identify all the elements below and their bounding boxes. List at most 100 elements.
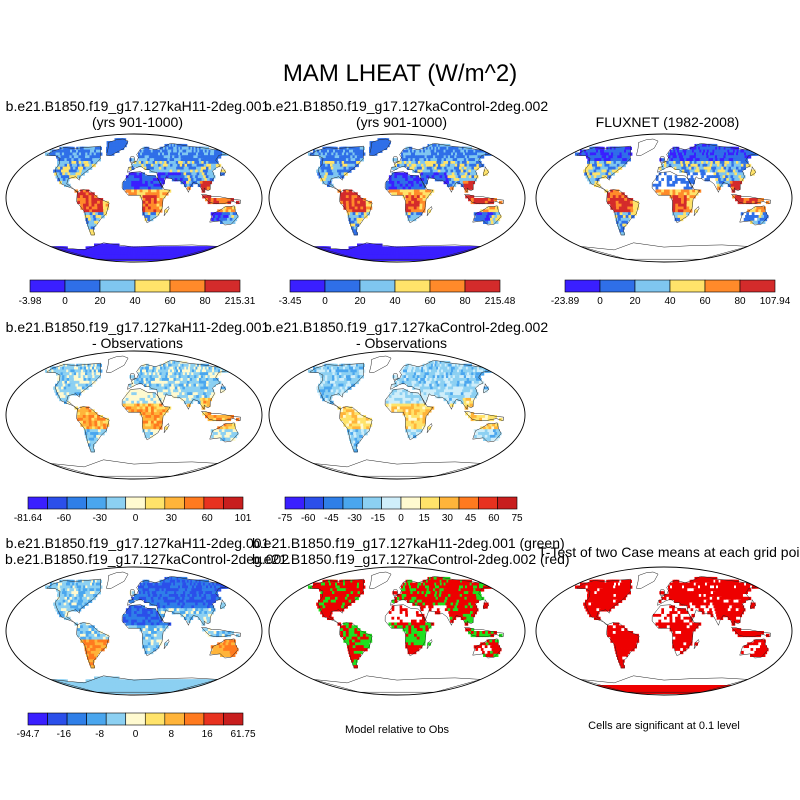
map-cell xyxy=(177,395,181,399)
map-cell xyxy=(145,161,149,165)
map-cell xyxy=(427,161,432,165)
map-cell xyxy=(626,158,631,162)
map-cell xyxy=(139,389,143,393)
map-cell xyxy=(136,380,140,385)
map-cell xyxy=(162,389,167,393)
map-cell xyxy=(680,178,684,182)
map-cell xyxy=(211,158,218,162)
map-cell xyxy=(624,209,629,213)
map-cell xyxy=(329,363,338,368)
map-cell xyxy=(110,243,114,247)
map-cell xyxy=(706,166,711,170)
map-cell xyxy=(149,175,154,179)
map-cell xyxy=(86,429,91,433)
map-cell xyxy=(677,212,682,216)
map-cell xyxy=(156,189,160,193)
map-cell xyxy=(345,192,350,196)
map-cell xyxy=(488,215,494,219)
map-cell xyxy=(713,180,718,185)
map-cell xyxy=(680,161,684,165)
map-cell xyxy=(407,217,411,222)
map-cell xyxy=(80,409,84,413)
map-cell xyxy=(388,183,392,188)
map-cell xyxy=(443,172,448,176)
map-cell xyxy=(172,163,177,168)
map-cell xyxy=(484,212,489,216)
map-cell xyxy=(609,195,614,199)
map-cell xyxy=(391,186,395,190)
map-cell xyxy=(672,209,676,213)
map-cell xyxy=(85,415,89,419)
map-cell xyxy=(134,406,138,410)
map-cell xyxy=(624,200,628,205)
map-cell xyxy=(672,158,677,162)
map-cell xyxy=(718,172,723,176)
coastline-britain xyxy=(130,373,136,380)
map-cell xyxy=(680,149,685,153)
map-cell xyxy=(467,172,472,176)
map-cell xyxy=(105,420,110,424)
map-cell xyxy=(354,195,358,199)
map-cell xyxy=(630,212,635,216)
coastline-madagascar xyxy=(693,206,700,217)
map-cell xyxy=(165,389,169,393)
map-cell xyxy=(159,169,164,173)
map-cell xyxy=(207,412,212,416)
map-cell xyxy=(66,146,75,151)
map-cell xyxy=(105,423,110,427)
map-cell xyxy=(755,215,761,219)
map-cell xyxy=(713,166,718,170)
map-cell xyxy=(428,372,434,376)
map-cell xyxy=(165,409,169,413)
map-cell xyxy=(681,198,685,202)
map-cell xyxy=(413,161,417,165)
map-cell xyxy=(746,200,750,205)
map-cell xyxy=(154,386,158,390)
map-cell xyxy=(85,375,90,379)
map-cell xyxy=(150,406,155,410)
map-cell xyxy=(85,383,90,387)
map-cell xyxy=(708,161,713,165)
map-cell xyxy=(675,195,679,199)
map-cell xyxy=(330,163,335,168)
map-cell xyxy=(344,163,350,168)
map-cell xyxy=(491,209,496,213)
map-cell xyxy=(352,223,357,227)
map-cell xyxy=(618,217,622,222)
map-cell xyxy=(383,249,387,253)
map-cell xyxy=(83,166,88,170)
map-cell xyxy=(187,186,191,190)
map-cell xyxy=(85,409,90,413)
map-cell xyxy=(150,369,154,373)
map-cell xyxy=(110,152,115,156)
map-cell xyxy=(600,166,605,170)
map-cell xyxy=(616,220,621,224)
map-cell xyxy=(125,249,129,253)
map-cell xyxy=(150,203,155,207)
map-cell xyxy=(145,195,149,199)
map-cell xyxy=(391,192,395,196)
map-cell xyxy=(222,220,228,224)
map-cell xyxy=(197,183,202,188)
map-cell xyxy=(469,186,474,190)
map-cell xyxy=(695,172,699,176)
map-cell xyxy=(425,158,430,162)
map-cell xyxy=(169,386,174,390)
map-cell xyxy=(635,200,639,205)
map-cell xyxy=(196,389,201,393)
map-cell xyxy=(207,198,212,202)
map-cell xyxy=(155,212,160,216)
map-cell xyxy=(456,166,462,170)
map-cell xyxy=(463,146,472,151)
map-cell xyxy=(161,383,165,387)
map-cell xyxy=(142,369,145,373)
map-cell xyxy=(79,163,84,168)
map-cell xyxy=(145,149,149,153)
map-cell xyxy=(206,186,211,190)
map-cell xyxy=(179,380,185,385)
map-cell xyxy=(142,198,146,202)
map-cell xyxy=(95,215,100,219)
map-cell xyxy=(79,412,84,416)
map-cell xyxy=(161,378,166,382)
map-cell xyxy=(397,180,401,185)
